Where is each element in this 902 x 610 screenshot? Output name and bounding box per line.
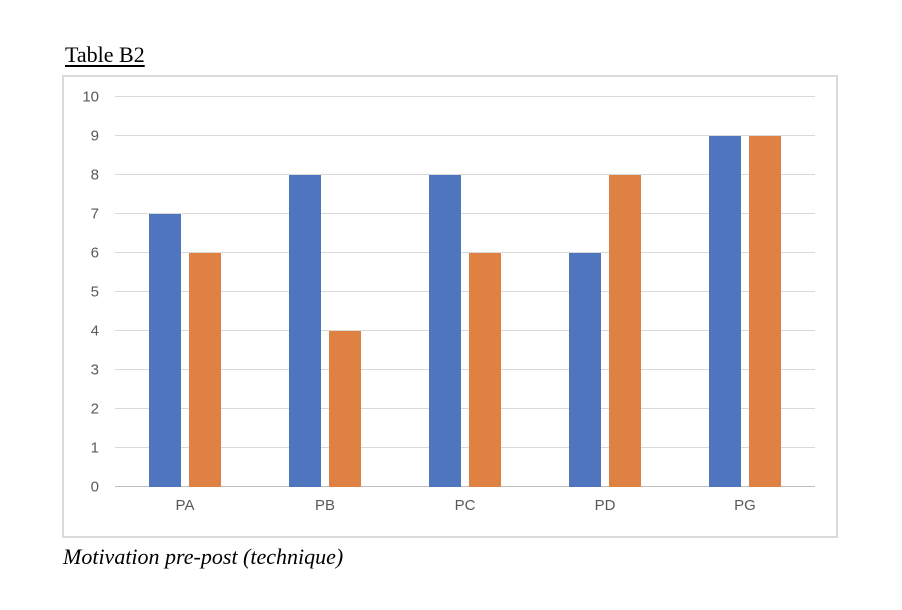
gridline-y2 [115,408,815,409]
y-tick-label-8: 8 [90,166,99,184]
plot-area: 0 1 2 3 4 5 6 7 8 9 10 PA PB PC PD PG [82,89,815,514]
bar-post-PB [329,331,361,487]
bar-pre-PG [709,136,741,487]
y-tick-label-9: 9 [90,127,99,145]
gridline-y6 [115,252,815,253]
gridline-y8 [115,174,815,175]
bar-post-PC [469,253,501,487]
y-tick-label-2: 2 [90,400,99,418]
bar-group-PG [675,97,815,487]
gridline-y9 [115,135,815,136]
bar-group-PA [115,97,255,487]
y-tick-label-5: 5 [90,283,99,301]
y-tick-label-0: 0 [90,478,99,496]
x-tick-label-PC: PC [454,497,476,514]
y-tick-label-1: 1 [90,439,99,457]
gridline-y5 [115,291,815,292]
bar-pre-PD [569,253,601,487]
x-tick-label-PG: PG [734,497,756,514]
x-tick-label-PB: PB [314,497,335,514]
gridline-y4 [115,330,815,331]
y-tick-label-10: 10 [82,88,99,106]
gridline-y7 [115,213,815,214]
x-tick-label-PA: PA [175,497,195,514]
table-title: Table B2 [65,42,145,67]
bar-pre-PB [289,175,321,487]
bar-group-PC [395,97,535,487]
y-tick-label-7: 7 [90,205,99,223]
bar-pre-PA [149,214,181,487]
bar-post-PD [609,175,641,487]
x-tick-label-PD: PD [594,497,616,514]
chart-caption: Motivation pre-post (technique) [63,544,344,569]
bar-group-PD [535,97,675,487]
gridline-y0 [115,486,815,487]
bar-pre-PC [429,175,461,487]
bar-group-PB [255,97,395,487]
y-tick-label-6: 6 [90,244,99,262]
y-tick-label-3: 3 [90,361,99,379]
chart-frame: 0 1 2 3 4 5 6 7 8 9 10 PA PB PC PD PG [62,75,838,538]
bar-post-PG [749,136,781,487]
bar-post-PA [189,253,221,487]
y-tick-label-4: 4 [90,322,99,340]
gridline-y10 [115,96,815,97]
gridline-y3 [115,369,815,370]
gridline-y1 [115,447,815,448]
